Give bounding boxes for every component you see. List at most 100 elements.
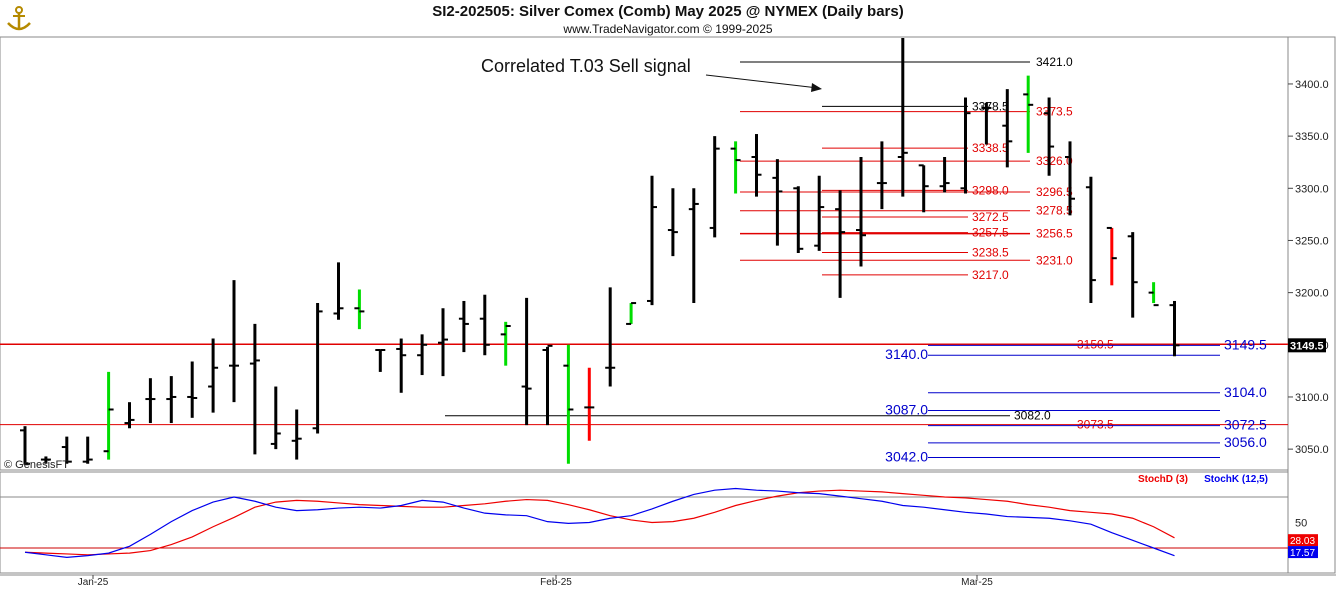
price-tick-label: 3300.0 <box>1295 183 1329 195</box>
ohlc-bar <box>793 186 804 253</box>
ohlc-bar <box>40 456 51 464</box>
stochk-last-label: 17.57 <box>1290 548 1315 559</box>
ohlc-bar <box>981 102 992 145</box>
ohlc-bar <box>647 175 657 306</box>
level-label: 3378.5 <box>972 99 1009 113</box>
ohlc-bar <box>229 280 239 403</box>
level-label: 3082.0 <box>1014 409 1051 423</box>
price-tick-label: 3050.0 <box>1295 444 1329 456</box>
ohlc-bar <box>500 321 511 366</box>
chart-title: SI2-202505: Silver Comex (Comb) May 2025… <box>432 3 904 20</box>
stochastic-panel-frame <box>0 471 1289 574</box>
ohlc-bar <box>270 386 281 450</box>
stochk-last-box <box>1288 546 1318 559</box>
time-tick-label: Feb-25 <box>540 577 572 588</box>
ohlc-bar <box>939 156 950 193</box>
ohlc-bar <box>1127 232 1138 318</box>
ohlc-bar <box>291 409 302 460</box>
ohlc-bar <box>772 159 783 246</box>
ohlc-bar <box>876 141 887 210</box>
time-tick-label: Jan-25 <box>78 577 109 588</box>
level-label: 3231.0 <box>1036 253 1073 267</box>
ohlc-bar <box>730 141 741 194</box>
ohlc-bar <box>584 367 595 441</box>
ohlc-bar <box>82 436 93 464</box>
ohlc-bar <box>667 188 678 257</box>
ohlc-bar <box>897 38 908 197</box>
level-label: 3256.5 <box>1036 227 1073 241</box>
ohlc-bar <box>605 287 616 387</box>
ohlc-bar <box>375 349 386 372</box>
stochd-last-label: 28.03 <box>1290 536 1315 547</box>
stoch-tick-label: 50 <box>1295 518 1307 530</box>
ohlc-bar <box>249 323 260 455</box>
ohlc-bars <box>20 38 1180 465</box>
ohlc-bar <box>438 308 448 377</box>
anchor-logo-icon <box>7 6 31 31</box>
chart-subtitle: www.TradeNavigator.com © 1999-2025 <box>563 22 773 36</box>
ohlc-bar <box>1085 176 1096 304</box>
level-label: 3296.5 <box>1036 185 1073 199</box>
ohlc-bar <box>61 436 72 464</box>
level-label: 3217.0 <box>972 268 1009 282</box>
level-label: 3087.0 <box>885 402 928 418</box>
ohlc-bar <box>563 344 574 464</box>
ohlc-bar <box>856 156 866 267</box>
level-label: 3257.5 <box>972 226 1009 240</box>
price-axis-frame <box>1287 36 1336 574</box>
ohlc-bar <box>1002 89 1013 168</box>
ohlc-bar <box>354 289 365 330</box>
ohlc-bar <box>312 303 323 434</box>
level-label: 3326.0 <box>1036 154 1073 168</box>
ohlc-bar <box>542 344 553 426</box>
level-lines: 3421.0 3378.5 3373.5 3338.5 3326.0 3298.0 3296… <box>0 55 1288 464</box>
ohlc-bar <box>918 164 929 213</box>
ohlc-bar <box>688 188 699 304</box>
level-label: 3421.0 <box>1036 55 1073 69</box>
stochd-last-box <box>1288 534 1318 547</box>
price-panel <box>0 36 1289 471</box>
ohlc-bar <box>1148 282 1159 307</box>
price-tick-label: 3250.0 <box>1295 235 1329 247</box>
ohlc-bar <box>479 294 490 356</box>
ohlc-bar <box>1106 226 1117 286</box>
level-label: 3338.5 <box>972 141 1009 155</box>
level-label: 3149.5 <box>1224 336 1267 352</box>
price-tick-label: 3350.0 <box>1295 131 1329 143</box>
annotation-arrowhead <box>811 83 822 92</box>
ohlc-bar <box>208 338 219 413</box>
ohlc-bar <box>145 378 156 424</box>
stoch-line <box>24 487 1175 558</box>
level-label: 3278.5 <box>1036 204 1073 218</box>
level-label: 3042.0 <box>885 448 928 464</box>
annotation-arrow <box>705 74 819 89</box>
ohlc-bar <box>417 334 428 376</box>
ohlc-bar <box>626 302 637 325</box>
ohlc-bar <box>396 338 407 393</box>
level-label: 3072.5 <box>1224 417 1267 433</box>
ohlc-bar <box>1169 300 1180 357</box>
time-tick-label: Mar-25 <box>961 577 993 588</box>
price-tick-label: 3400.0 <box>1295 79 1329 91</box>
ohlc-bar <box>124 402 135 429</box>
ohlc-bar <box>333 262 344 320</box>
ohlc-bar <box>187 361 198 418</box>
price-tick-label: 3200.0 <box>1295 288 1329 300</box>
annotations: Correlated T.03 Sell signal <box>481 56 822 92</box>
ohlc-bar <box>814 175 825 251</box>
ohlc-bar <box>709 136 720 238</box>
ohlc-bar <box>1065 141 1075 216</box>
ohlc-bar <box>960 97 971 194</box>
level-label: 3373.5 <box>1036 105 1073 119</box>
level-label: 3298.0 <box>972 183 1009 197</box>
legend-stochk: StochK (12,5) <box>1204 474 1268 485</box>
ohlc-bar <box>20 426 30 465</box>
ohlc-bar <box>103 371 114 460</box>
chart-header: SI2-202505: Silver Comex (Comb) May 2025… <box>0 0 1336 36</box>
level-label: 3238.5 <box>972 245 1009 259</box>
last-price-box <box>1288 338 1326 353</box>
level-label: 3104.0 <box>1224 384 1267 400</box>
level-label: 3073.5 <box>1077 418 1114 432</box>
